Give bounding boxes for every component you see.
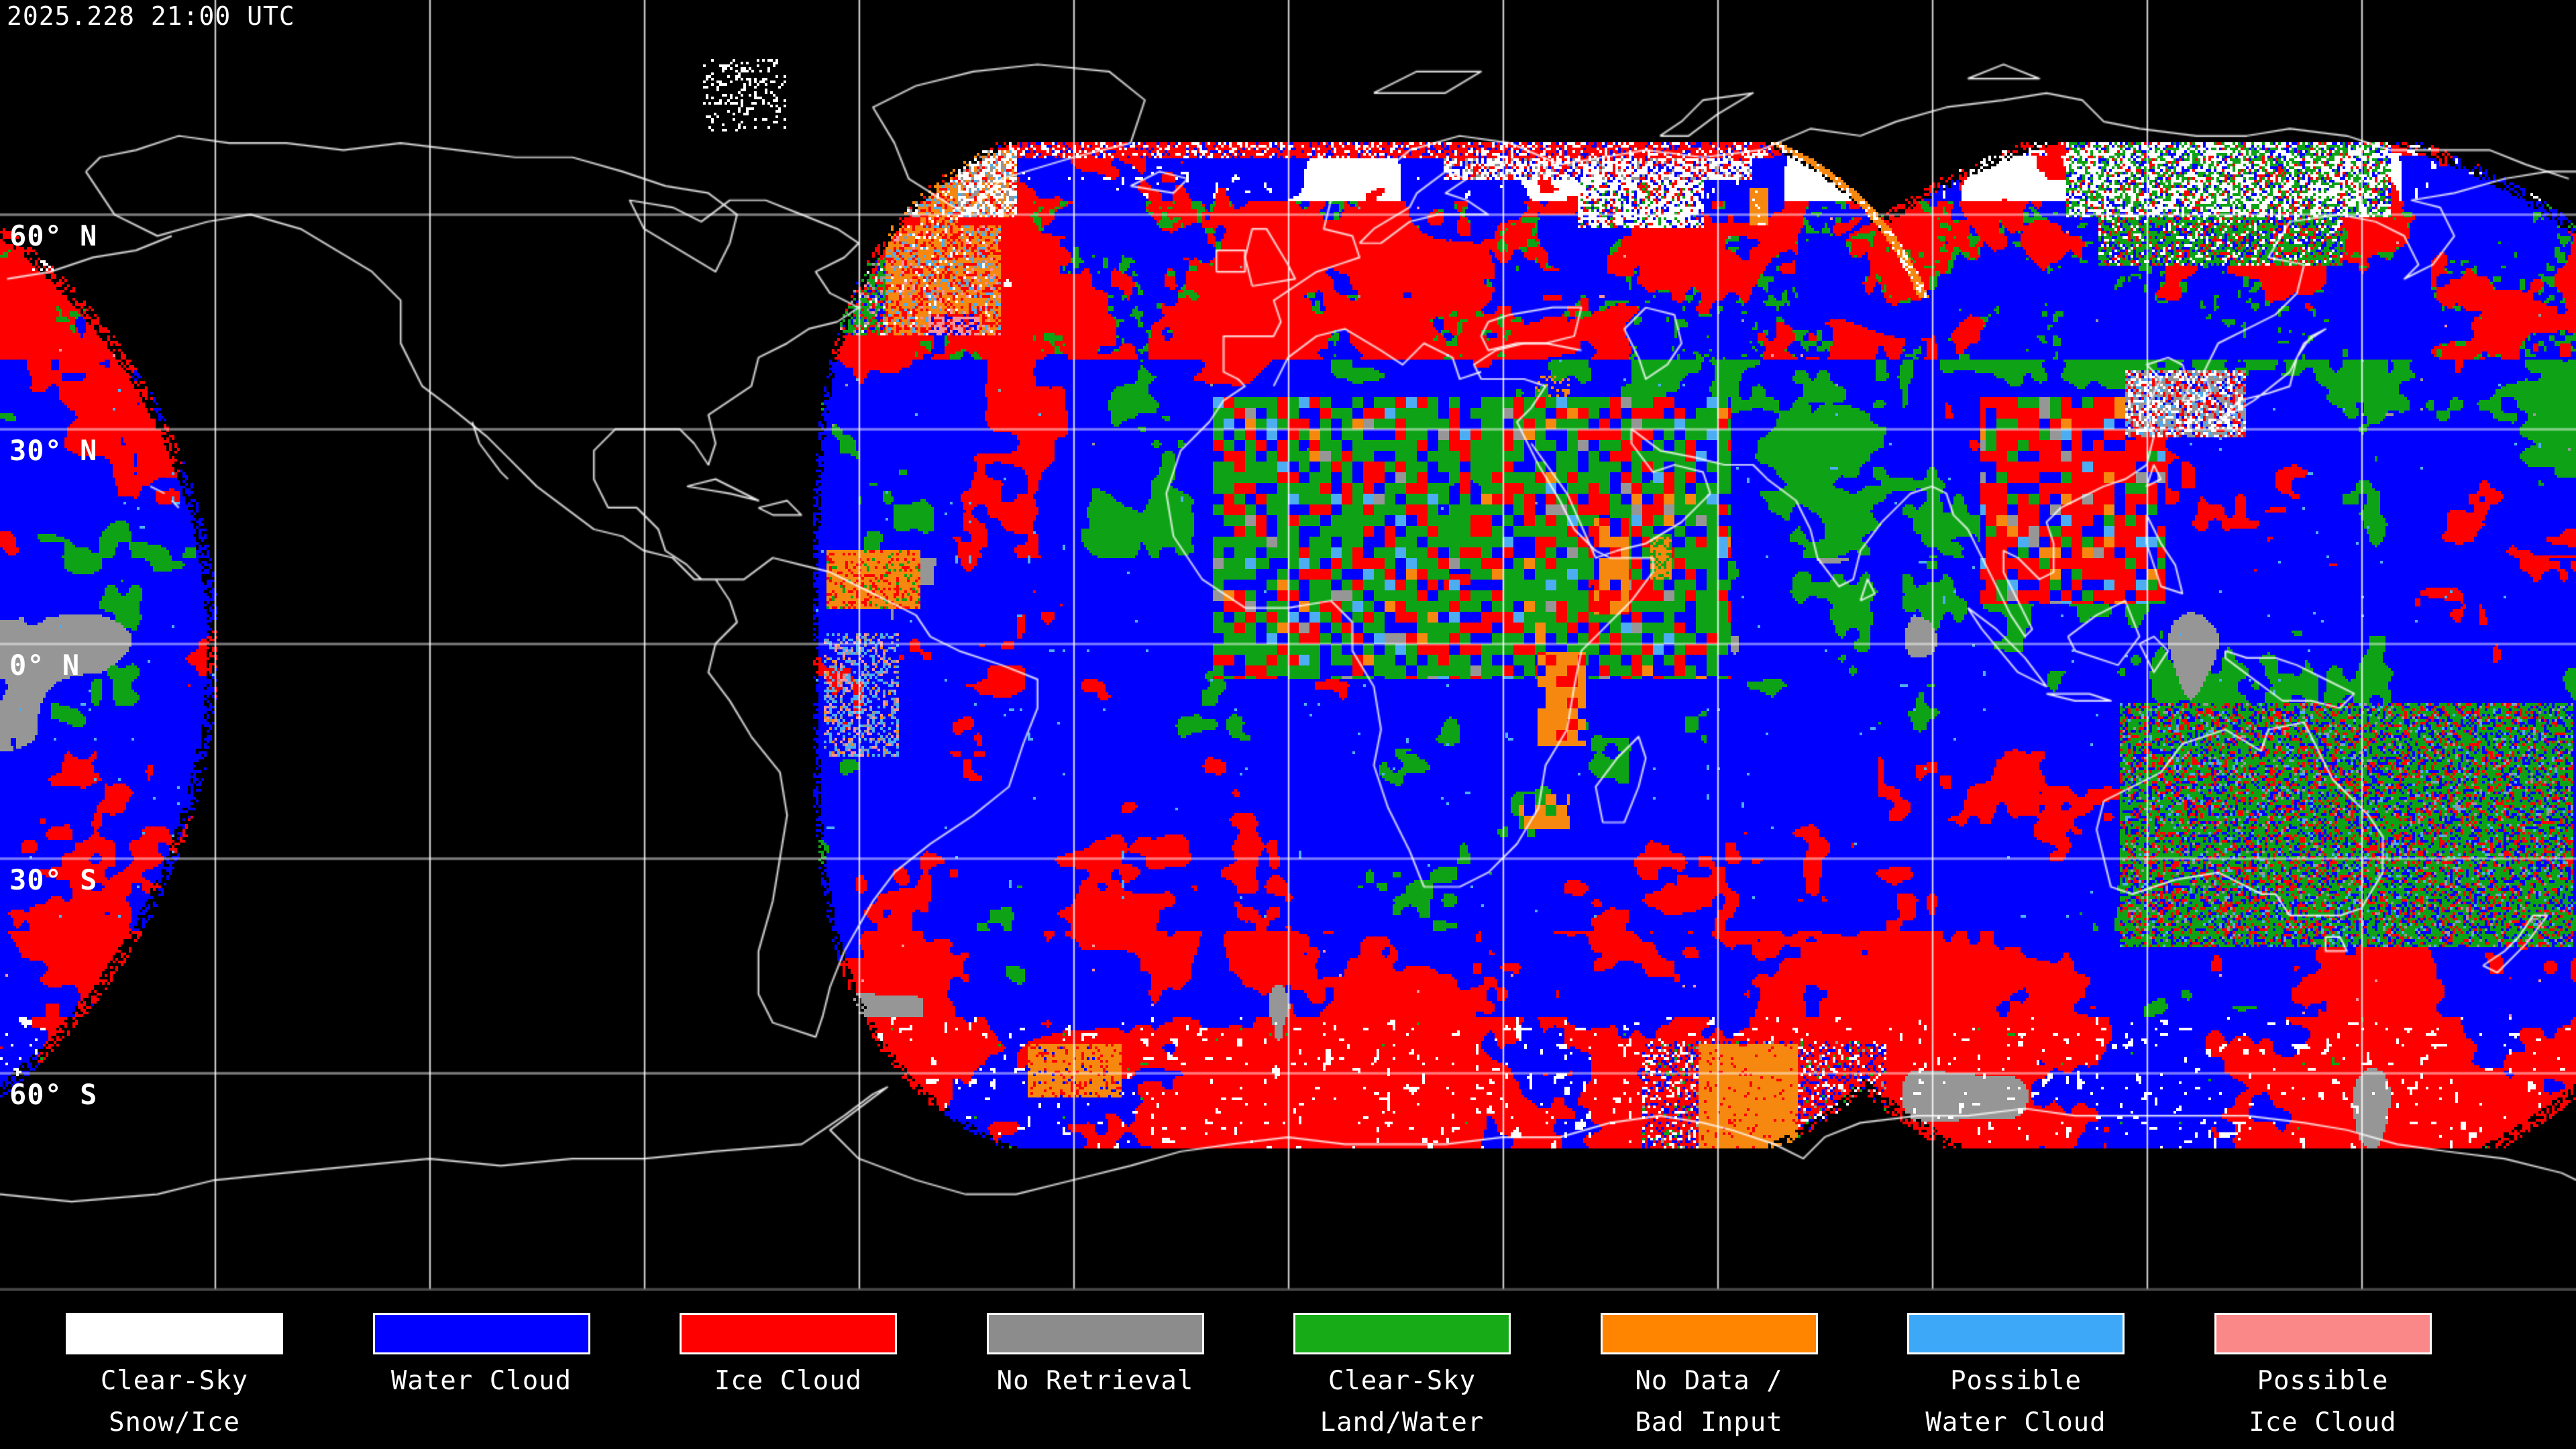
latitude-label: 60° N (9, 219, 98, 252)
timestamp: 2025.228 21:00 UTC (7, 1, 295, 31)
coastline-grid-overlay (0, 0, 2576, 1291)
legend-label: Clear-Sky Snow/Ice (100, 1366, 249, 1438)
world-map: 2025.228 21:00 UTC 60° N 30° N 0° N 30° S 60… (0, 0, 2576, 1291)
legend-swatch (2214, 1313, 2432, 1354)
legend-swatch (1293, 1313, 1511, 1354)
latitude-label: 60° S (9, 1078, 98, 1111)
latitude-label: 0° N (9, 649, 80, 682)
legend-label: Clear-Sky Land/Water (1320, 1366, 1485, 1438)
legend-swatch (1907, 1313, 2125, 1354)
legend-swatch (986, 1313, 1204, 1354)
legend-label: No Data / Bad Input (1635, 1366, 1783, 1438)
legend-swatch (1600, 1313, 1818, 1354)
legend-label: No Retrieval (996, 1366, 1194, 1396)
legend-label: Ice Cloud (714, 1366, 863, 1396)
legend: Clear-Sky Snow/Ice Water Cloud Ice Cloud No… (0, 1291, 2576, 1449)
legend-swatch (680, 1313, 897, 1354)
legend-label: Possible Ice Cloud (2249, 1366, 2397, 1438)
legend-swatch (372, 1313, 590, 1354)
legend-label: Water Cloud (390, 1366, 572, 1396)
latitude-label: 30° S (9, 863, 98, 896)
legend-label: Possible Water Cloud (1925, 1366, 2106, 1438)
legend-swatch (66, 1313, 283, 1354)
latitude-label: 30° N (9, 434, 98, 467)
